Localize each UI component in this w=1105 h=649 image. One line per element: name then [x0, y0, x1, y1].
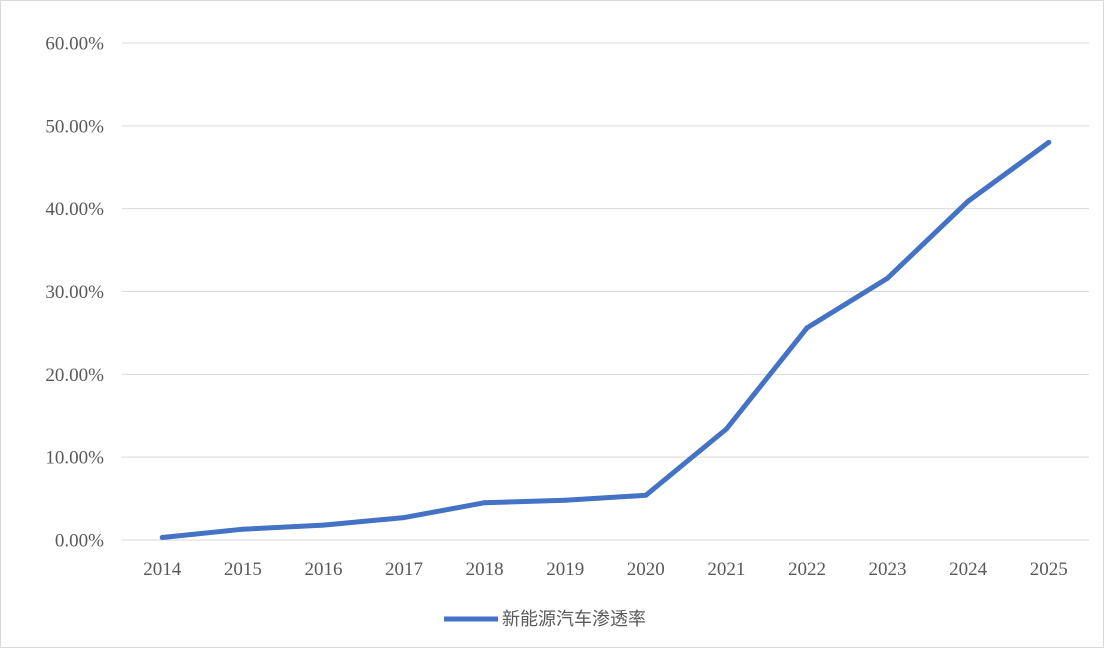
gridlines	[122, 42, 1089, 541]
series-line	[159, 139, 1052, 540]
x-axis: 2014 2015 2016 2017 2018 2019 2020 2021 2022 2023…	[143, 559, 1067, 580]
data-point	[1046, 139, 1052, 145]
x-tick-label: 2018	[466, 559, 504, 580]
data-point	[482, 500, 488, 506]
x-tick-label: 2023	[869, 559, 907, 580]
legend: 新能源汽车渗透率	[444, 609, 646, 630]
data-point	[965, 198, 971, 204]
y-tick-label: 60.00%	[45, 34, 104, 55]
data-point	[723, 426, 729, 432]
x-tick-label: 2025	[1030, 559, 1068, 580]
x-tick-label: 2019	[546, 559, 584, 580]
y-axis: 0.00% 10.00% 20.00% 30.00% 40.00% 50.00% 60.00…	[45, 34, 104, 552]
x-tick-label: 2024	[949, 559, 988, 580]
x-tick-label: 2020	[627, 559, 665, 580]
y-tick-label: 20.00%	[45, 365, 104, 386]
data-point	[643, 492, 649, 498]
y-tick-label: 50.00%	[45, 116, 104, 137]
y-tick-label: 0.00%	[55, 531, 104, 552]
x-tick-label: 2021	[707, 559, 745, 580]
data-point	[562, 497, 568, 503]
x-tick-label: 2015	[224, 559, 262, 580]
y-tick-label: 10.00%	[45, 448, 104, 469]
data-point	[804, 325, 810, 331]
x-tick-label: 2014	[143, 559, 182, 580]
x-tick-label: 2017	[385, 559, 423, 580]
series-layer	[159, 139, 1052, 541]
data-point	[885, 275, 891, 281]
data-point	[240, 526, 246, 532]
x-tick-label: 2022	[788, 559, 826, 580]
legend-label: 新能源汽车渗透率	[502, 609, 646, 630]
y-tick-label: 30.00%	[45, 282, 104, 303]
x-tick-label: 2016	[304, 559, 342, 580]
data-point	[159, 535, 165, 541]
y-tick-label: 40.00%	[45, 199, 104, 220]
data-point	[320, 522, 326, 528]
data-point	[401, 515, 407, 521]
